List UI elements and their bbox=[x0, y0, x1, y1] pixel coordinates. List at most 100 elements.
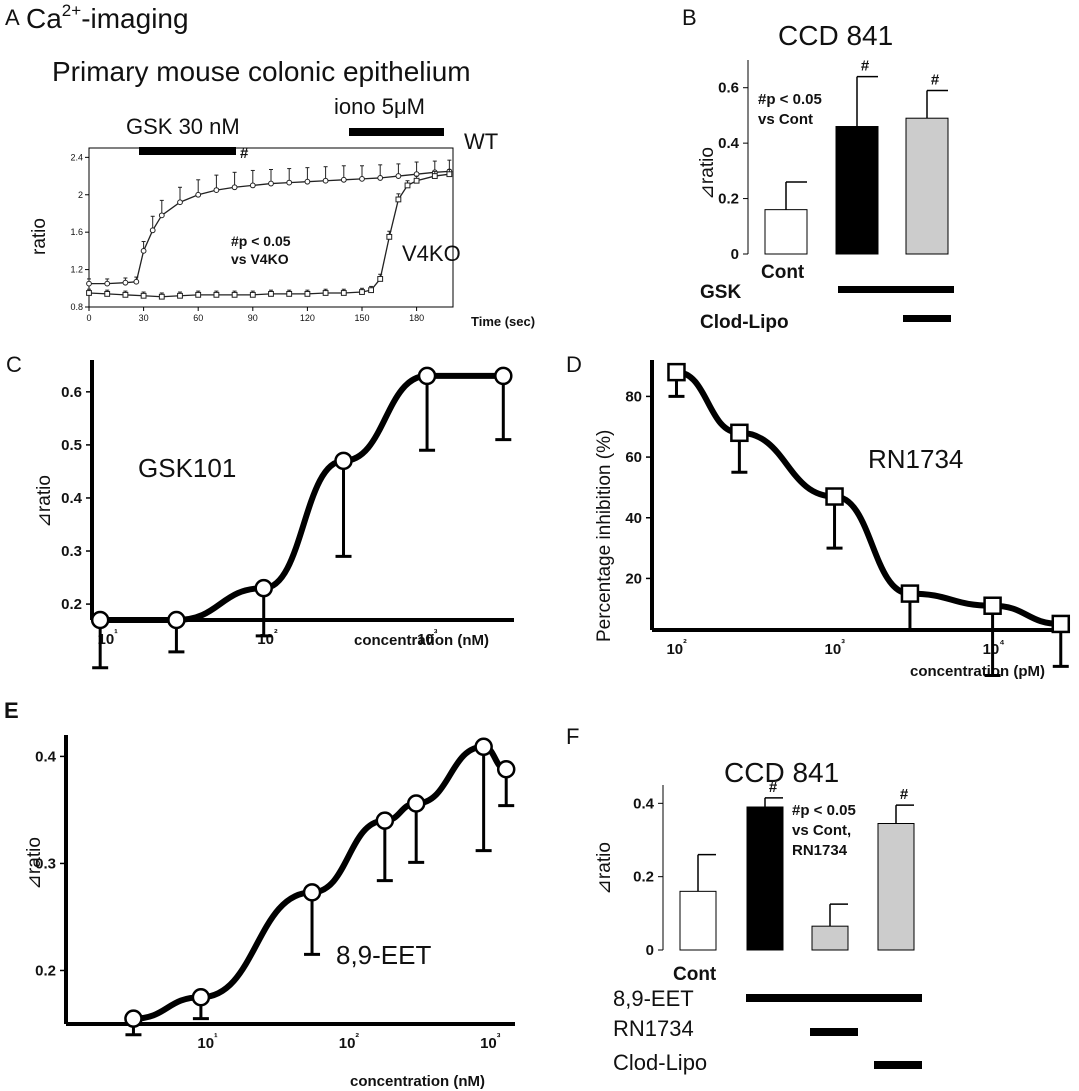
panel-e-data-point bbox=[124, 1009, 143, 1028]
panel-label-e: E bbox=[4, 698, 19, 723]
panel-e-fit-curve bbox=[130, 743, 510, 1022]
series-v4ko-point bbox=[104, 291, 111, 297]
series-wt-point bbox=[140, 247, 147, 254]
series-wt-point bbox=[86, 280, 92, 287]
panel-a-xtick-label: 150 bbox=[354, 313, 369, 323]
gsk-treatment-bar bbox=[838, 286, 954, 293]
panel-b-ytick-label: 0.2 bbox=[718, 191, 739, 208]
panel-b-plot: 0 0.2 0.4 0.6 # # bbox=[718, 58, 949, 263]
series-v4ko-point bbox=[386, 233, 393, 240]
panel-d-ytick-label: 60 bbox=[625, 449, 642, 466]
series-v4ko-point bbox=[286, 291, 293, 297]
panel-b-ytick-label: 0.6 bbox=[718, 80, 739, 97]
panel-c-data-point bbox=[90, 610, 110, 630]
series-v4ko-point bbox=[213, 291, 220, 298]
series-wt-point bbox=[395, 173, 402, 179]
rn1734-treatment-bar bbox=[810, 1028, 858, 1036]
panel-d-ytick-label: 40 bbox=[625, 510, 642, 527]
panel-a-stat-1: #p < 0.05 bbox=[231, 233, 291, 249]
panel-a-stat-2: vs V4KO bbox=[231, 251, 289, 267]
series-wt-point bbox=[149, 227, 156, 234]
panel-e-ytick-label: 0.2 bbox=[35, 962, 56, 979]
panel-label-c: C bbox=[6, 352, 22, 377]
panel-f-bar bbox=[811, 925, 849, 951]
panel-a-hash: # bbox=[240, 145, 249, 162]
panel-e-xlabel: concentration (nM) bbox=[350, 1073, 485, 1090]
panel-f-bar bbox=[877, 823, 915, 951]
panel-e-ytick-label: 0.3 bbox=[35, 855, 56, 872]
panel-a-heading-2: Primary mouse colonic epithelium bbox=[52, 56, 471, 87]
panel-f-ytick-label: 0.4 bbox=[633, 795, 655, 812]
panel-e-plot: 0.2 0.3 0.4 10¹ 10² 10³ bbox=[35, 735, 516, 1052]
series-wt-point bbox=[377, 175, 384, 181]
panel-b-bar bbox=[764, 209, 808, 255]
panel-b-cont-label: Cont bbox=[761, 262, 805, 283]
panel-f-cont-label: Cont bbox=[673, 964, 717, 985]
panel-e: E 8,9-EET ⊿ratio concentration (nM) 0.2 0… bbox=[4, 698, 516, 1090]
panel-d-data-point bbox=[825, 487, 844, 506]
series-v4ko-point bbox=[377, 276, 384, 282]
clod-lipo-treatment-bar-f bbox=[874, 1061, 922, 1069]
panel-d-xtick-label: 10³ bbox=[825, 638, 846, 658]
panel-d-data-point bbox=[730, 423, 749, 443]
panel-f-ylabel: ⊿ratio bbox=[594, 842, 615, 895]
iono-bar-label: iono 5μM bbox=[334, 94, 425, 119]
panel-a-xtick-label: 90 bbox=[248, 313, 258, 323]
panel-c-xtick-label: 10² bbox=[257, 628, 278, 648]
panel-b-title: CCD 841 bbox=[778, 20, 893, 51]
series-v4ko-point bbox=[413, 177, 420, 184]
gsk-application-bar bbox=[139, 147, 236, 155]
panel-e-xtick-label: 10² bbox=[339, 1032, 360, 1052]
panel-e-ylabel: ⊿ratio bbox=[24, 837, 45, 890]
series-v4ko-point bbox=[340, 290, 347, 296]
series-wt-point bbox=[340, 176, 347, 183]
panel-c-data-point bbox=[417, 366, 437, 386]
panel-a-ylabel: ratio bbox=[29, 218, 50, 255]
panel-d-data-point bbox=[900, 584, 920, 603]
panel-c-xtick-label: 10³ bbox=[417, 628, 438, 648]
panel-b-ytick-label: 0 bbox=[731, 246, 739, 263]
panel-b: B CCD 841 #p < 0.05 vs Cont ⊿ratio Cont … bbox=[682, 5, 954, 333]
panel-a-heading-1: Ca2+-imaging bbox=[26, 1, 189, 34]
panel-c-data-point bbox=[494, 366, 513, 386]
panel-d-ytick-label: 20 bbox=[625, 570, 642, 587]
series-v4ko-point bbox=[86, 290, 92, 296]
panel-a-ytick-label: 2 bbox=[78, 190, 83, 200]
panel-c-ytick-label: 0.6 bbox=[61, 384, 82, 401]
series-wt-point bbox=[104, 280, 111, 287]
panel-f-row-rn1734: RN1734 bbox=[613, 1016, 694, 1041]
series-v4ko-point bbox=[446, 171, 453, 178]
panel-label-a: A bbox=[5, 5, 20, 30]
panel-c-ytick-label: 0.2 bbox=[61, 596, 82, 613]
panel-a-xtick-label: 0 bbox=[86, 313, 91, 323]
panel-e-data-point bbox=[302, 883, 322, 902]
panel-f-stat-3: RN1734 bbox=[792, 842, 848, 859]
panel-f-bar bbox=[746, 806, 784, 951]
panel-e-compound-label: 8,9-EET bbox=[336, 940, 431, 970]
panel-a-plot: 0 30 60 90 120 150 180 0.8 1.2 1.6 2 2.4 bbox=[70, 147, 454, 323]
panel-f-significance-mark: # bbox=[900, 786, 909, 803]
panel-e-data-point bbox=[474, 737, 493, 757]
series-wt-point bbox=[177, 199, 183, 206]
panel-f-stat-1: #p < 0.05 bbox=[792, 802, 856, 819]
series-v4ko-point bbox=[177, 292, 183, 299]
series-v4ko-point bbox=[395, 196, 402, 203]
series-wt-point bbox=[231, 184, 238, 191]
panel-b-stat-2: vs Cont bbox=[758, 111, 813, 128]
panel-label-f: F bbox=[566, 724, 579, 749]
series-v4ko-point bbox=[122, 291, 129, 298]
panel-c-fit-curve bbox=[97, 372, 507, 624]
series-wt-point bbox=[249, 182, 256, 189]
panel-a-frame bbox=[88, 147, 454, 308]
panel-d-fit-curve bbox=[673, 369, 1064, 627]
iono-application-bar bbox=[349, 128, 444, 136]
panel-e-data-point bbox=[191, 987, 211, 1007]
panel-d-ytick-label: 80 bbox=[625, 388, 642, 405]
panel-f-bar bbox=[679, 890, 717, 951]
panel-b-significance-mark: # bbox=[861, 58, 870, 75]
panel-c-data-point bbox=[334, 451, 353, 471]
panel-d-xtick-label: 10² bbox=[666, 638, 687, 658]
panel-c-xtick-label: 10¹ bbox=[97, 628, 118, 648]
